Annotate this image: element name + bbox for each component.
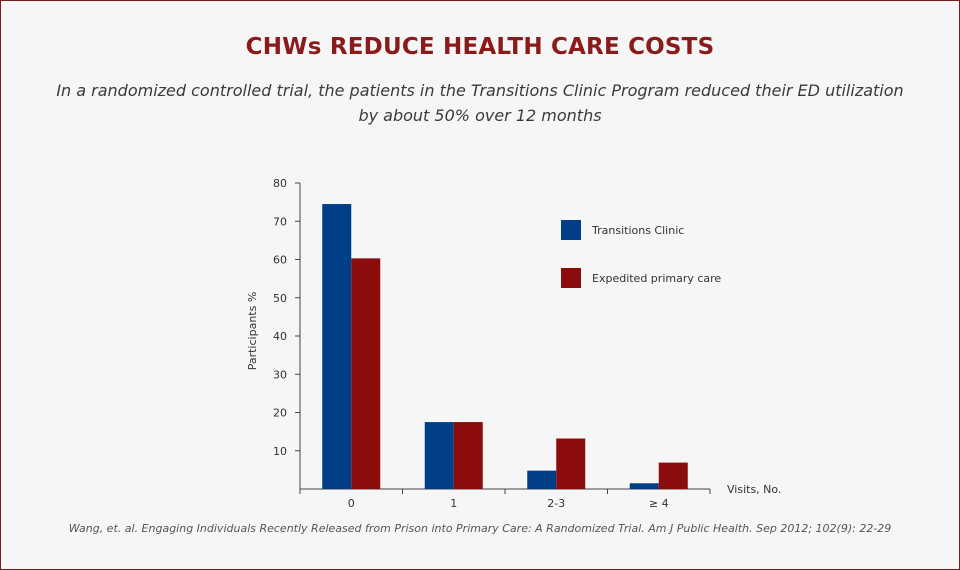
y-tick-label: 40 <box>273 330 287 343</box>
y-tick-label: 50 <box>273 292 287 305</box>
x-tick-label: 1 <box>450 497 457 510</box>
y-tick-label: 60 <box>273 254 287 267</box>
y-axis-title: Participants % <box>246 292 259 371</box>
bar-transitions-clinic <box>322 204 352 489</box>
bar-expedited-primary-care <box>453 422 483 489</box>
bar-transitions-clinic <box>629 483 659 489</box>
source-citation: Wang, et. al. Engaging Individuals Recen… <box>68 522 892 535</box>
y-tick-label: 30 <box>273 368 287 381</box>
legend-swatch <box>561 220 581 240</box>
y-tick-label: 70 <box>273 215 287 228</box>
x-tick-label: ≥ 4 <box>649 497 669 510</box>
x-tick-label: 2-3 <box>547 497 565 510</box>
legend-label: Transitions Clinic <box>591 224 684 237</box>
legend-label: Expedited primary care <box>592 272 721 285</box>
chart-title: CHWs REDUCE HEALTH CARE COSTS <box>245 34 715 60</box>
legend-swatch <box>561 268 581 288</box>
bar-expedited-primary-care <box>658 462 688 489</box>
chart-subtitle: In a randomized controlled trial, the pa… <box>56 81 904 125</box>
x-tick-label: 0 <box>348 497 355 510</box>
bar-expedited-primary-care <box>556 438 586 489</box>
bar-expedited-primary-care <box>351 258 381 489</box>
y-tick-label: 80 <box>273 177 287 190</box>
y-tick-label: 10 <box>273 445 287 458</box>
y-tick-label: 20 <box>273 407 287 420</box>
x-axis-title: Visits, No. <box>727 483 781 496</box>
bar-transitions-clinic <box>527 470 557 489</box>
bar-transitions-clinic <box>424 422 454 489</box>
